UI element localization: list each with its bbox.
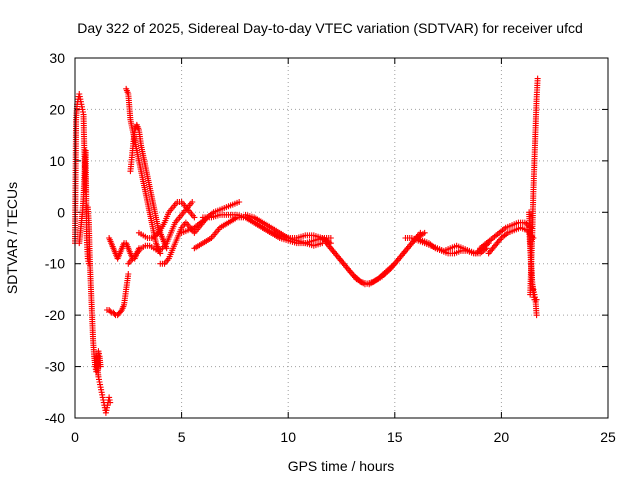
x-tick-label: 15 (387, 429, 403, 445)
data-point (191, 214, 198, 221)
data-point (327, 235, 334, 241)
x-tick-label: 5 (178, 429, 186, 445)
data-point (533, 312, 540, 319)
data-point (107, 399, 114, 406)
x-tick-label: 20 (494, 429, 510, 445)
x-tick-label: 25 (600, 429, 616, 445)
y-tick-label: 30 (49, 50, 65, 66)
tick-labels: 0 5 10 15 20 25 -40 -30 -20 -10 0 10 20 30 (45, 50, 616, 445)
x-tick-label: 10 (280, 429, 296, 445)
y-tick-label: 0 (57, 204, 65, 220)
x-tick-label: 0 (71, 429, 79, 445)
data-points (72, 75, 541, 416)
data-point (236, 199, 243, 205)
plot-frame (74, 57, 609, 419)
data-point (107, 308, 114, 315)
y-tick-label: -20 (45, 307, 65, 323)
data-point (483, 245, 490, 252)
y-tick-label: -30 (45, 359, 65, 375)
data-point (117, 308, 124, 315)
y-tick-label: -40 (45, 410, 65, 426)
y-tick-label: -10 (45, 256, 65, 272)
data-point (189, 199, 196, 205)
y-tick-label: 20 (49, 101, 65, 117)
data-point (125, 271, 132, 277)
data-point (417, 229, 424, 236)
y-tick-label: 10 (49, 153, 65, 169)
x-axis-label: GPS time / hours (288, 458, 395, 474)
chart-title: Day 322 of 2025, Sidereal Day-to-day VTE… (77, 20, 583, 36)
data-point (534, 75, 541, 82)
y-axis-label: SDTVAR / TECUs (4, 182, 20, 294)
